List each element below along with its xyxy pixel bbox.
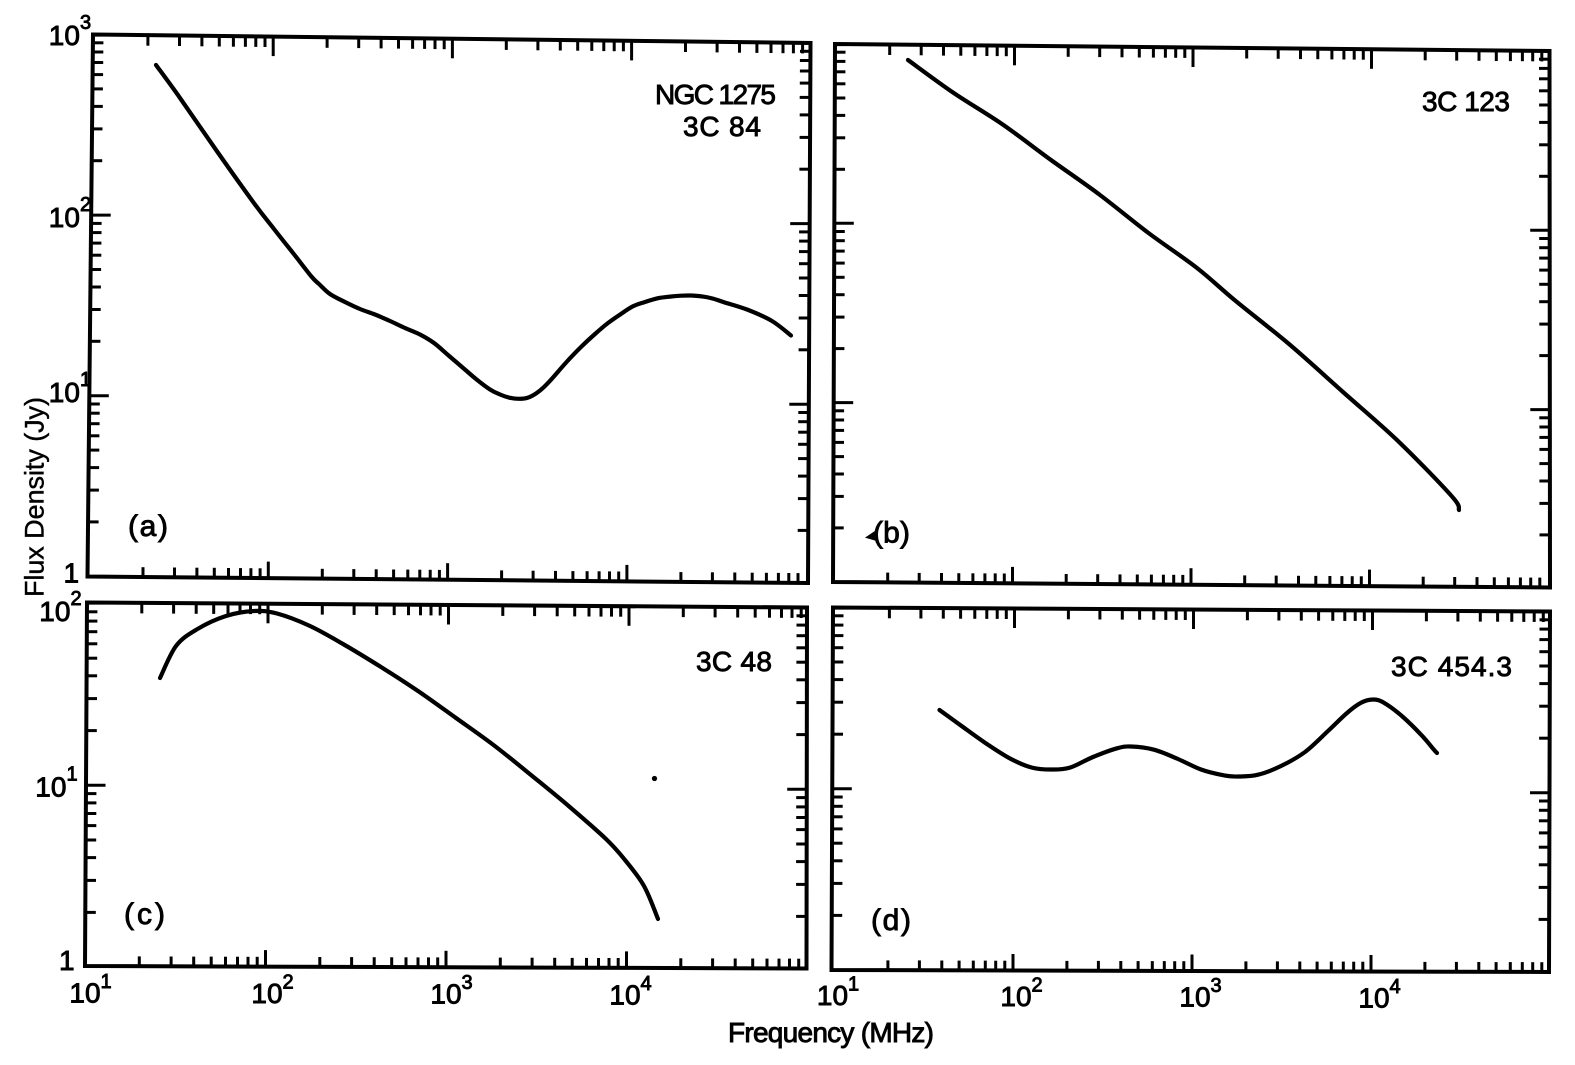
svg-text:3C 48: 3C 48 [696, 646, 772, 677]
svg-text:3C 454.3: 3C 454.3 [1391, 651, 1512, 682]
svg-text:(c): (c) [124, 898, 165, 931]
svg-text:(a): (a) [128, 510, 168, 543]
svg-text:3C 84: 3C 84 [683, 111, 761, 142]
svg-text:104: 104 [1358, 976, 1400, 1014]
svg-text:(d): (d) [871, 904, 911, 937]
svg-text:Frequency (MHz): Frequency (MHz) [728, 1017, 934, 1048]
svg-text:3C 123: 3C 123 [1422, 86, 1510, 117]
svg-text:1: 1 [59, 945, 75, 976]
svg-text:Flux Density (Jy): Flux Density (Jy) [20, 397, 50, 597]
svg-text:102: 102 [1000, 974, 1042, 1012]
svg-text:(b): (b) [873, 517, 910, 550]
svg-text:103: 103 [1179, 975, 1221, 1013]
svg-text:NGC 1275: NGC 1275 [655, 79, 776, 110]
svg-text:1: 1 [64, 557, 80, 588]
